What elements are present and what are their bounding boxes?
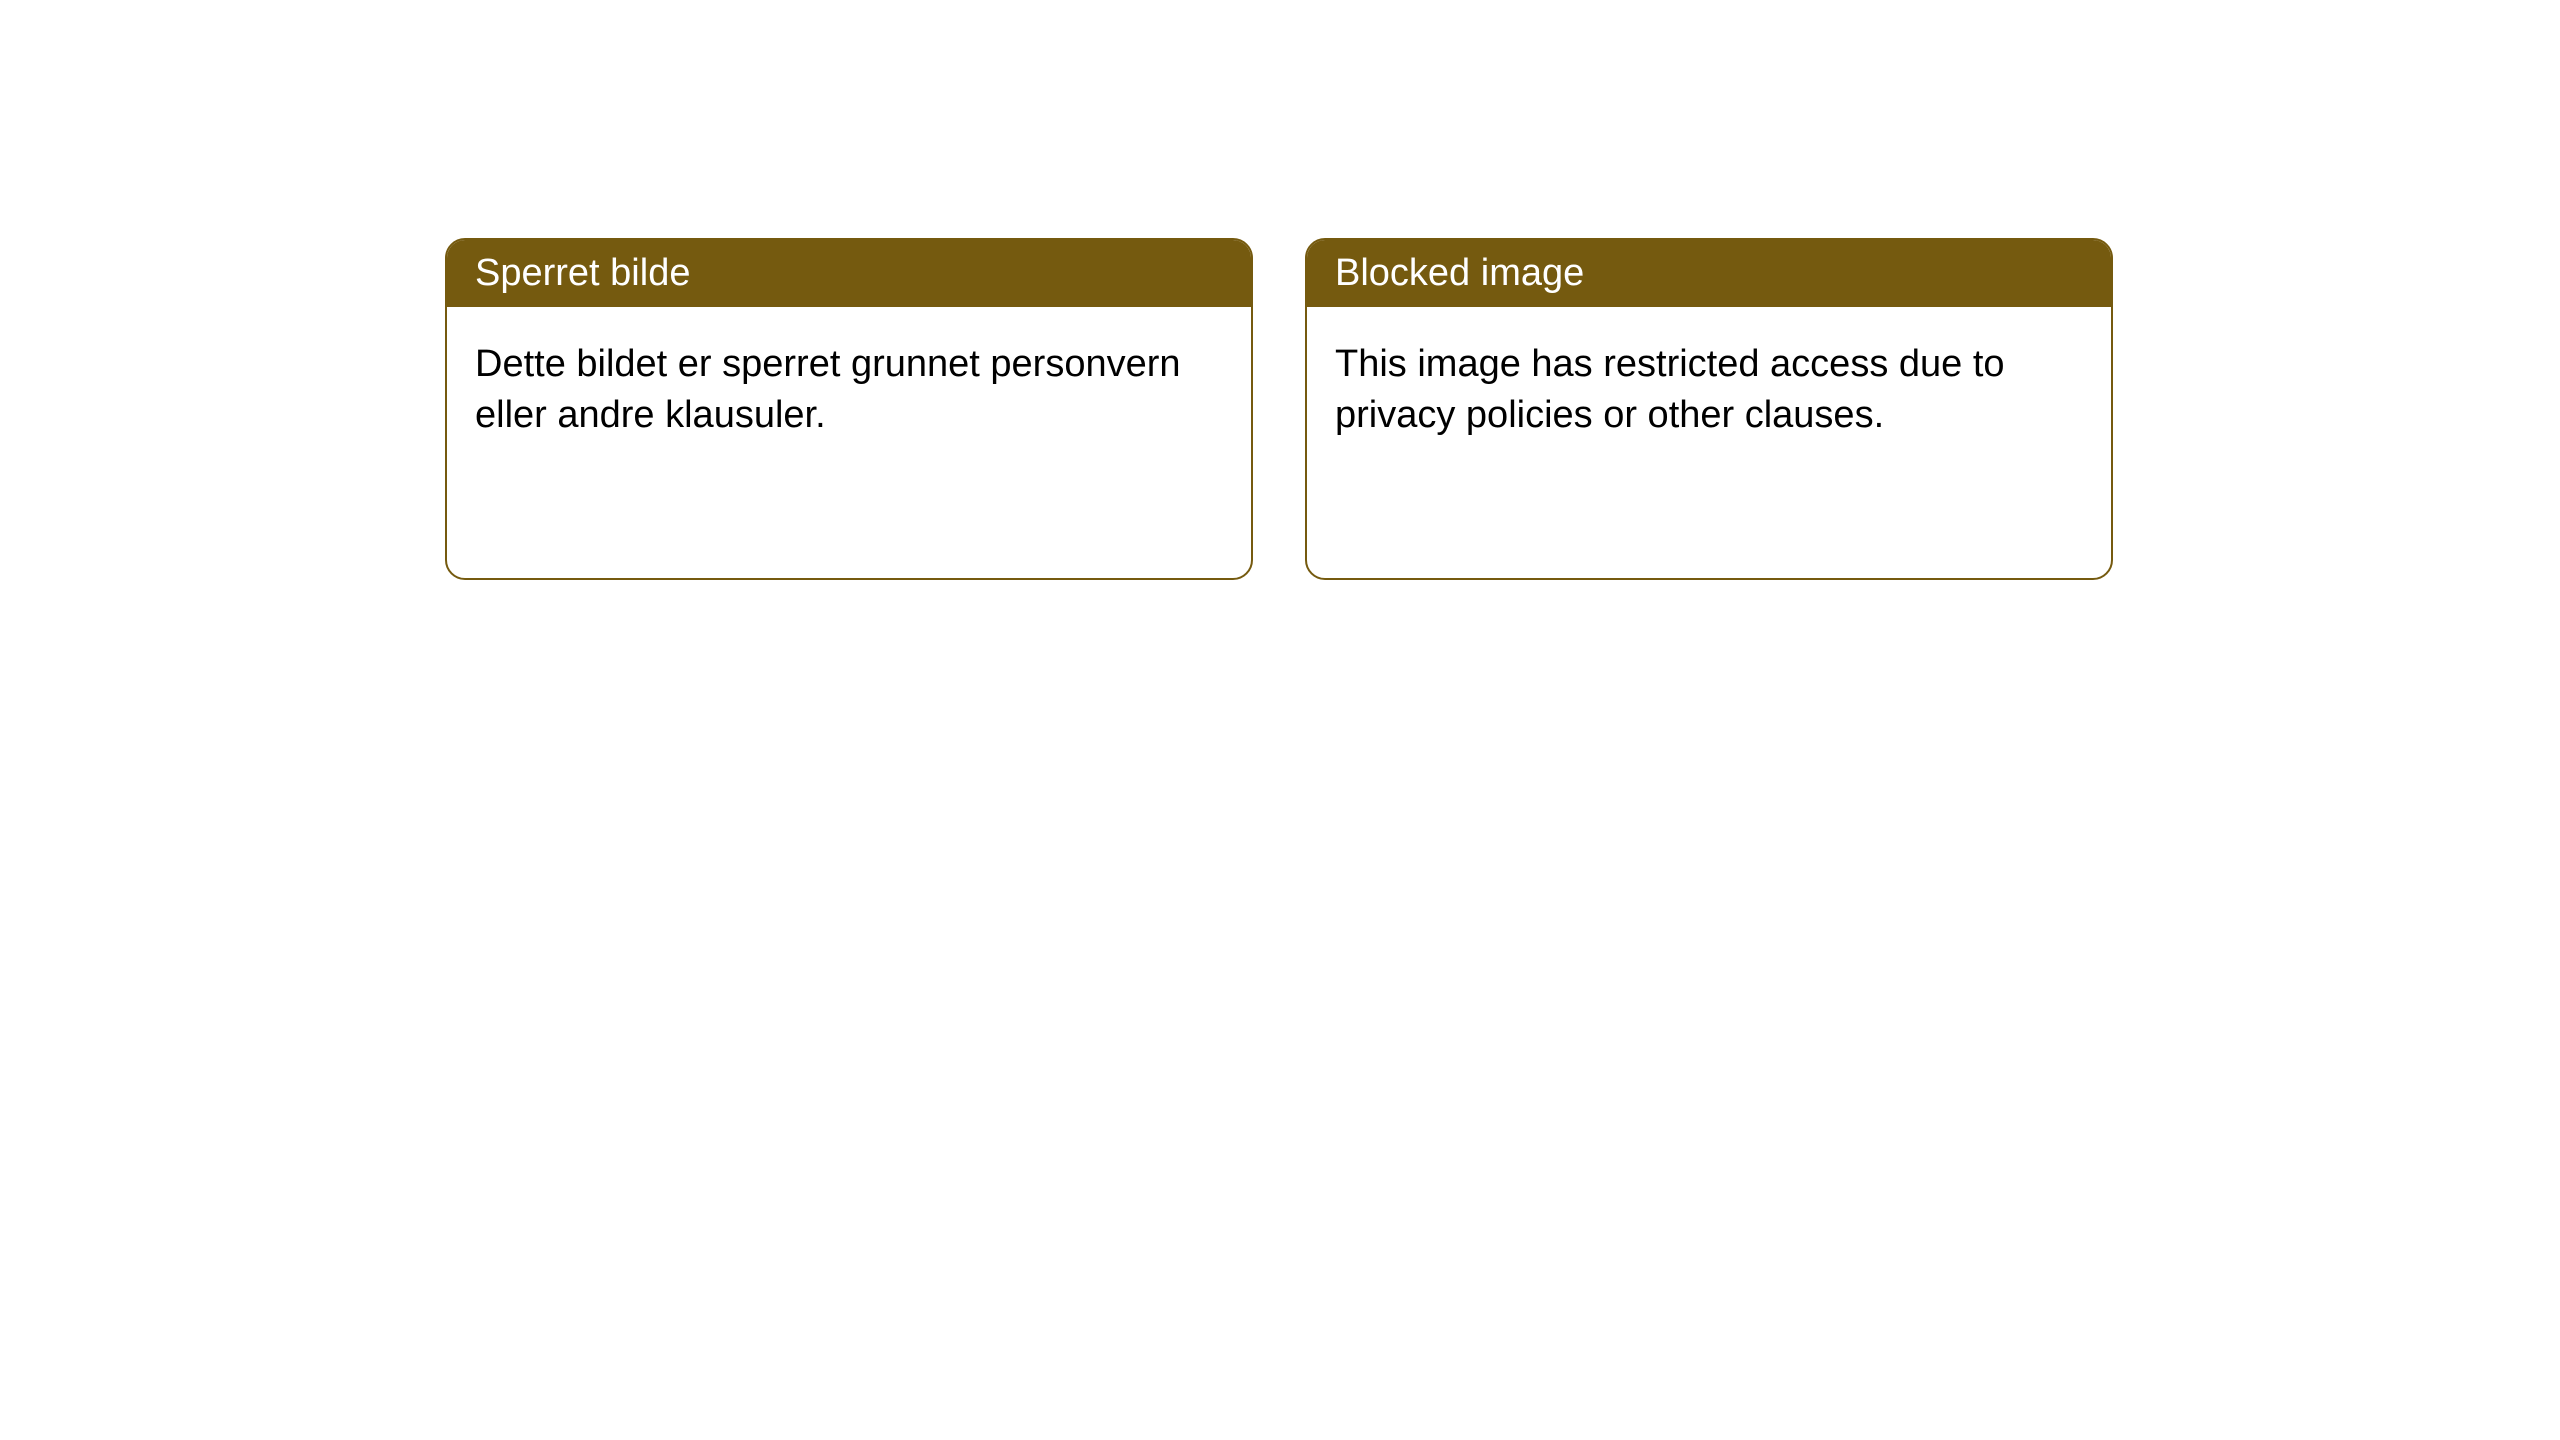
notice-title: Sperret bilde (447, 240, 1251, 307)
notice-container: Sperret bilde Dette bildet er sperret gr… (0, 0, 2560, 580)
notice-body: Dette bildet er sperret grunnet personve… (447, 307, 1251, 474)
notice-card-english: Blocked image This image has restricted … (1305, 238, 2113, 580)
notice-body: This image has restricted access due to … (1307, 307, 2111, 474)
notice-card-norwegian: Sperret bilde Dette bildet er sperret gr… (445, 238, 1253, 580)
notice-title: Blocked image (1307, 240, 2111, 307)
